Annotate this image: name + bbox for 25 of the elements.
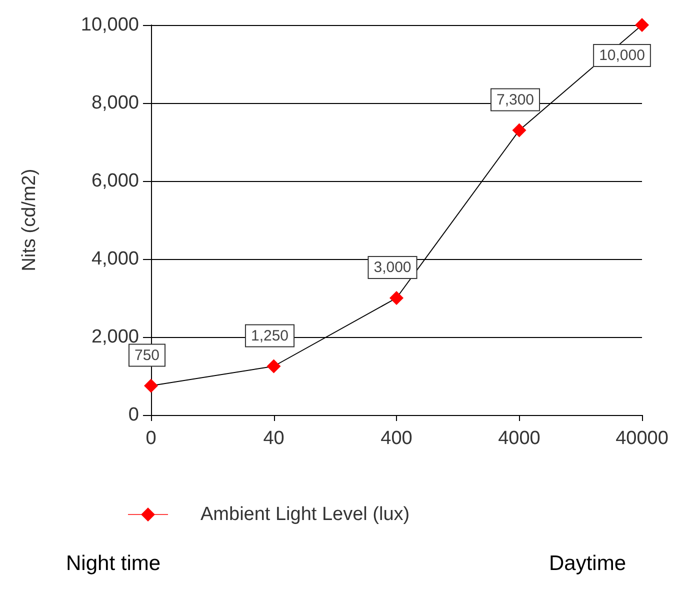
- y-tick-label: 0: [128, 404, 139, 426]
- data-label: 1,250: [250, 327, 289, 344]
- point: [512, 123, 526, 138]
- y-tick-label: 6,000: [91, 170, 139, 192]
- data-label: 3,000: [374, 259, 412, 276]
- text: Night time: [66, 552, 161, 575]
- point: [266, 359, 281, 374]
- data-label: 750: [134, 346, 160, 364]
- point: [635, 18, 649, 32]
- data-label: 10,000: [599, 47, 645, 64]
- data-label: 7,300: [496, 91, 534, 108]
- x-tick-label: 400: [380, 428, 412, 449]
- x-tick-label: 4000: [498, 428, 540, 449]
- y-tick-label: 10,000: [80, 14, 139, 36]
- y-tick-label: 8,000: [91, 92, 139, 114]
- point: [390, 291, 404, 305]
- y-tick-label: 4,000: [91, 248, 139, 270]
- text: Daytime: [548, 552, 626, 575]
- point: [144, 378, 158, 393]
- y-axis-title: Nits (cd/m2): [19, 168, 40, 272]
- y-tick-label: 2,000: [91, 326, 139, 348]
- legend-label: Ambient Light Level (lux): [200, 504, 410, 525]
- x-tick-label: 40: [263, 428, 284, 449]
- x-tick-label: 0: [146, 428, 156, 449]
- x-tick-label: 40000: [616, 428, 668, 449]
